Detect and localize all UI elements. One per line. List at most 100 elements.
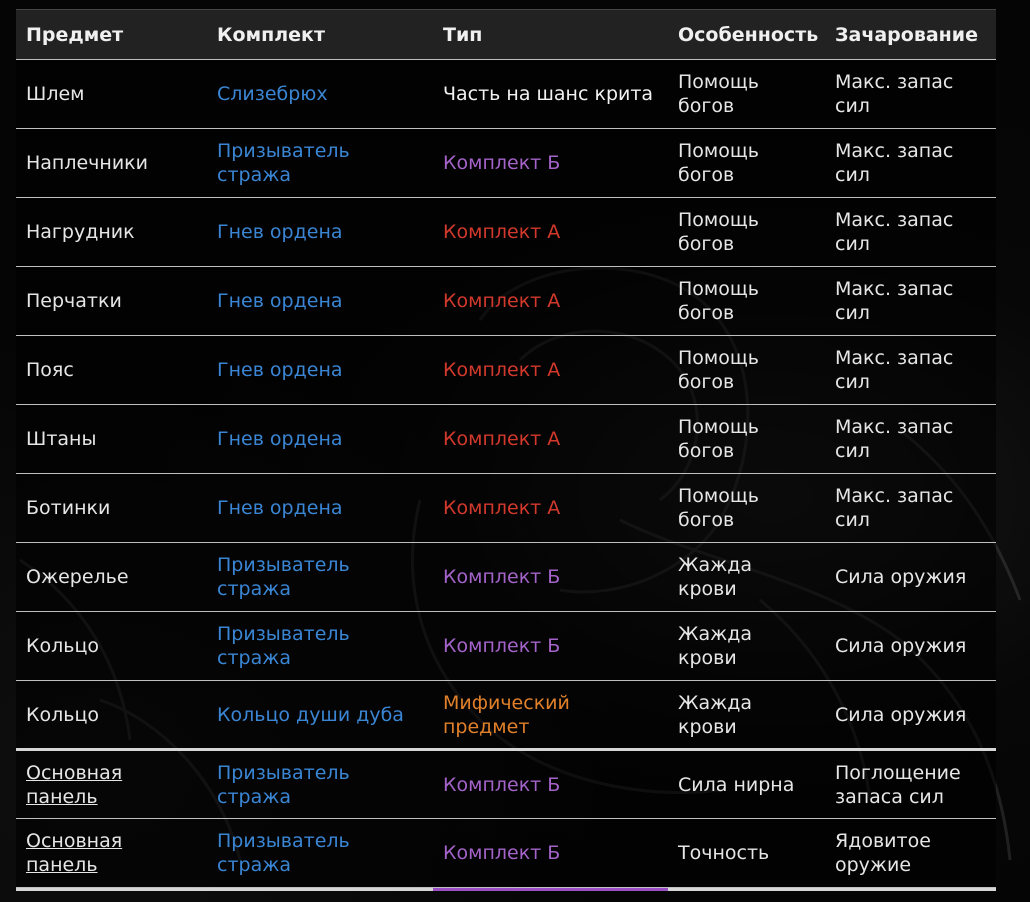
- cell-type: Комплект А: [433, 474, 668, 543]
- header-set: Комплект: [207, 9, 433, 60]
- table-row: Перчатки Гнев ордена Комплект А Помощь бого…: [16, 266, 996, 336]
- cell-item: Пояс: [16, 336, 207, 405]
- table-row: Пояс Гнев ордена Комплект А Помощь богов Мак…: [16, 335, 996, 405]
- set-link[interactable]: Гнев ордена: [217, 221, 343, 243]
- cell-set: Кольцо души дуба: [207, 681, 433, 750]
- cell-trait: Помощь богов: [678, 140, 759, 186]
- cell-enchant: Макс. запас сил: [835, 140, 954, 186]
- item-name: Штаны: [26, 428, 97, 450]
- set-link[interactable]: Призыватель стража: [217, 761, 350, 808]
- table-row: Ботинки Гнев ордена Комплект А Помощь богов…: [16, 473, 996, 543]
- set-link[interactable]: Кольцо души дуба: [217, 703, 404, 726]
- cell-enchant: Сила оружия: [835, 566, 967, 588]
- cell-enchant: Поглощение запаса сил: [835, 761, 961, 808]
- cell-trait: Жажда крови: [678, 623, 753, 669]
- cell-item: Штаны: [16, 405, 207, 474]
- cell-set: Призыватель стража: [207, 129, 433, 198]
- cell-type: Комплект Б: [433, 819, 668, 888]
- set-link[interactable]: Гнев ордена: [217, 359, 343, 381]
- table-row: Кольцо Кольцо души дуба Мифический предмет…: [16, 680, 996, 750]
- cell-set: Призыватель стража: [207, 543, 433, 612]
- cell-set: Гнев ордена: [207, 336, 433, 405]
- header-item: Предмет: [16, 9, 207, 60]
- cell-set: Гнев ордена: [207, 198, 433, 267]
- bottom-rule-accent: [433, 888, 668, 891]
- cell-trait: Помощь богов: [678, 278, 759, 324]
- table-row: Основная панель Призыватель стража Комплек…: [16, 749, 996, 819]
- cell-set: Призыватель стража: [207, 612, 433, 681]
- cell-set: Слизебрюх: [207, 60, 433, 129]
- bottom-rule: [16, 888, 996, 891]
- header-enchant: Зачарование: [825, 9, 996, 60]
- cell-trait: Сила нирна: [678, 773, 795, 796]
- set-link[interactable]: Гнев ордена: [217, 428, 343, 450]
- gear-table: Предмет Комплект Тип Особенность Зачаров…: [16, 9, 996, 888]
- cell-set: Призыватель стража: [207, 819, 433, 888]
- cell-item: Основная панель: [16, 819, 207, 888]
- cell-trait: Точность: [678, 842, 770, 864]
- set-type: Комплект Б: [443, 566, 561, 588]
- cell-trait: Жажда крови: [678, 691, 753, 738]
- set-link[interactable]: Призыватель стража: [217, 554, 350, 600]
- set-type: Комплект А: [443, 359, 561, 381]
- cell-item: Кольцо: [16, 612, 207, 681]
- item-name: Перчатки: [26, 290, 122, 312]
- set-type: Комплект Б: [443, 842, 561, 864]
- item-name: Шлем: [26, 83, 85, 105]
- cell-type: Комплект Б: [433, 543, 668, 612]
- set-type: Комплект А: [443, 428, 561, 450]
- set-link[interactable]: Призыватель стража: [217, 140, 350, 186]
- item-name: Нагрудник: [26, 221, 135, 243]
- item-name: Ожерелье: [26, 566, 129, 588]
- cell-trait: Помощь богов: [678, 485, 759, 531]
- set-link[interactable]: Гнев ордена: [217, 290, 343, 312]
- cell-type: Комплект Б: [433, 750, 668, 819]
- table-body: Шлем Слизебрюх Часть на шанс крита Помощь б…: [16, 59, 996, 888]
- table-row: Основная панель Призыватель стража Комплек…: [16, 818, 996, 888]
- set-type: Комплект А: [443, 290, 561, 312]
- cell-set: Призыватель стража: [207, 750, 433, 819]
- set-link[interactable]: Призыватель стража: [217, 623, 350, 669]
- cell-set: Гнев ордена: [207, 474, 433, 543]
- cell-item: Нагрудник: [16, 198, 207, 267]
- table-row: Ожерелье Призыватель стража Комплект Б Жажд…: [16, 542, 996, 612]
- cell-trait: Помощь богов: [678, 71, 759, 117]
- cell-set: Гнев ордена: [207, 267, 433, 336]
- set-type: Часть на шанс крита: [443, 83, 654, 105]
- cell-enchant: Макс. запас сил: [835, 71, 954, 117]
- set-type: Комплект Б: [443, 635, 561, 657]
- table-row: Нагрудник Гнев ордена Комплект А Помощь бог…: [16, 197, 996, 267]
- cell-type: Комплект Б: [433, 612, 668, 681]
- set-link[interactable]: Призыватель стража: [217, 830, 350, 876]
- set-link[interactable]: Слизебрюх: [217, 83, 328, 105]
- cell-trait: Помощь богов: [678, 416, 759, 462]
- cell-item: Основная панель: [16, 750, 207, 819]
- item-name: Пояс: [26, 359, 74, 381]
- cell-enchant: Макс. запас сил: [835, 416, 954, 462]
- cell-item: Ожерелье: [16, 543, 207, 612]
- table-row: Шлем Слизебрюх Часть на шанс крита Помощь б…: [16, 59, 996, 129]
- cell-item: Кольцо: [16, 681, 207, 750]
- set-link[interactable]: Гнев ордена: [217, 497, 343, 519]
- cell-item: Наплечники: [16, 129, 207, 198]
- table-row: Штаны Гнев ордена Комплект А Помощь богов Ма…: [16, 404, 996, 474]
- cell-enchant: Ядовитое оружие: [835, 830, 931, 876]
- cell-type: Комплект Б: [433, 129, 668, 198]
- item-link[interactable]: Основная панель: [26, 761, 123, 808]
- item-link[interactable]: Основная панель: [26, 830, 123, 876]
- cell-type: Комплект А: [433, 405, 668, 474]
- cell-trait: Помощь богов: [678, 347, 759, 393]
- cell-enchant: Сила оружия: [835, 635, 967, 657]
- cell-enchant: Макс. запас сил: [835, 278, 954, 324]
- item-name: Кольцо: [26, 635, 100, 657]
- set-type: Комплект А: [443, 497, 561, 519]
- cell-enchant: Сила оружия: [835, 703, 967, 726]
- cell-item: Шлем: [16, 60, 207, 129]
- cell-type: Комплект А: [433, 336, 668, 405]
- set-type: Мифический предмет: [443, 691, 570, 738]
- item-name: Кольцо: [26, 703, 100, 726]
- header-type: Тип: [433, 9, 668, 60]
- cell-set: Гнев ордена: [207, 405, 433, 474]
- table-row: Наплечники Призыватель стража Комплект Б По…: [16, 128, 996, 198]
- cell-enchant: Макс. запас сил: [835, 347, 954, 393]
